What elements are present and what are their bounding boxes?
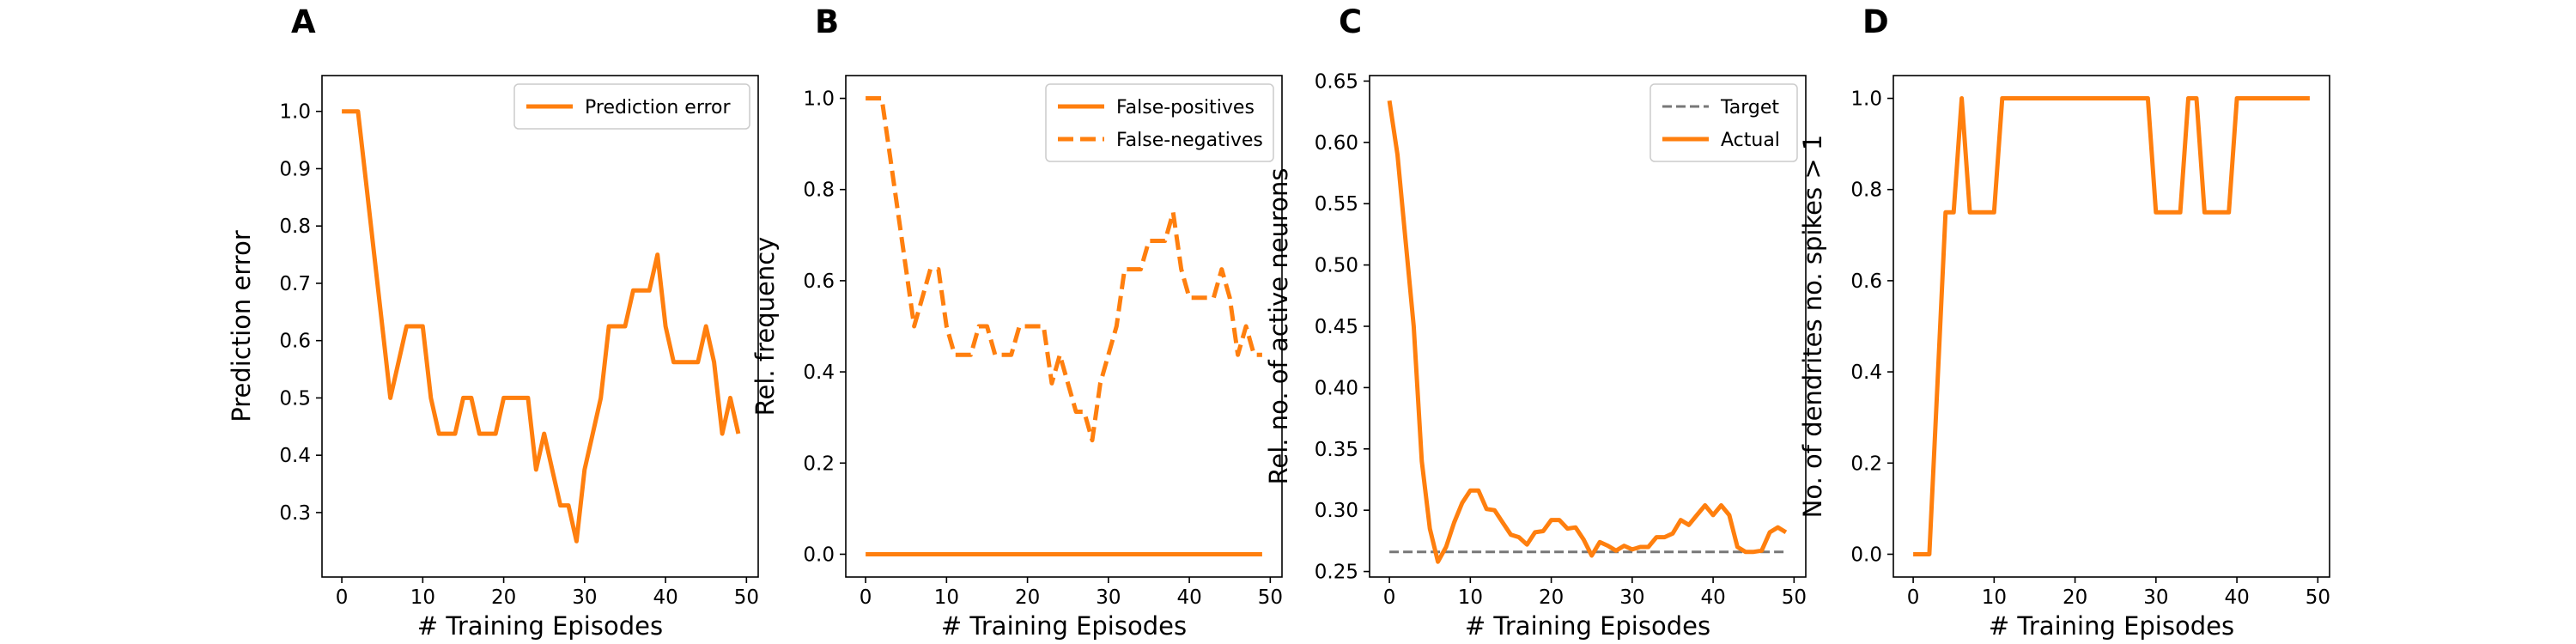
x-axis-label: # Training Episodes: [941, 611, 1187, 641]
x-tick-label: 0: [336, 586, 349, 609]
y-tick-label: 0.25: [1315, 562, 1358, 584]
legend-entry: Target: [1720, 97, 1779, 118]
y-tick-label: 0.8: [803, 179, 835, 202]
x-tick-label: 10: [1982, 586, 2007, 609]
x-axis-label: # Training Episodes: [1465, 611, 1710, 641]
series-line-prediction-error: [342, 109, 741, 544]
legend-entry: Actual: [1721, 130, 1780, 151]
series-line-values: [1913, 96, 2310, 556]
x-tick-label: 20: [1015, 586, 1040, 609]
y-tick-label: 0.45: [1315, 316, 1358, 338]
y-axis-label: Rel. no. of active neurons: [1264, 168, 1293, 485]
x-tick-label: 50: [2306, 586, 2330, 609]
x-tick-label: 30: [1096, 586, 1121, 609]
x-tick-label: 50: [1258, 586, 1283, 609]
y-tick-label: 0.65: [1315, 70, 1358, 93]
y-tick-label: 0.6: [803, 270, 835, 293]
y-tick-label: 0.35: [1315, 439, 1358, 461]
x-tick-label: 20: [1539, 586, 1564, 609]
y-tick-label: 0.40: [1315, 377, 1358, 399]
y-tick-label: 0.0: [803, 544, 835, 566]
panel-a: A 0 10 20 30 40 50 0.3 0.4 0.5 0.6 0.7 0.8 0.9 1.0 # Tr…: [227, 3, 759, 641]
y-axis-label: Prediction error: [227, 230, 256, 422]
series-line-false-negatives: [866, 96, 1262, 443]
x-tick-label: 50: [1782, 586, 1807, 609]
x-tick-label: 40: [1176, 586, 1201, 609]
x-tick-label: 40: [2224, 586, 2249, 609]
x-tick-label: 30: [572, 586, 597, 609]
y-tick-label: 0.6: [279, 331, 311, 353]
y-tick-label: 0.4: [803, 361, 835, 384]
x-tick-label: 10: [934, 586, 959, 609]
panel-letter: D: [1862, 3, 1889, 40]
legend-box: [1649, 83, 1798, 162]
y-tick-label: 0.50: [1315, 255, 1358, 277]
y-tick-label: 0.5: [279, 387, 311, 410]
panel-c: C 0 10 20 30 40 50 0.25 0.30 0.35 0.40 0.45 0.50 0.55…: [1264, 3, 1807, 641]
y-tick-label: 0.55: [1315, 193, 1358, 216]
x-tick-label: 30: [1619, 586, 1644, 609]
y-tick-label: 0.2: [803, 453, 835, 475]
legend: Target Actual: [1649, 83, 1798, 162]
y-axis-label: Rel. frequency: [750, 237, 780, 416]
x-tick-label: 10: [410, 586, 435, 609]
y-tick-label: 0.2: [1850, 453, 1882, 475]
axes-frame: [845, 75, 1283, 578]
y-tick-label: 0.9: [279, 158, 311, 180]
y-tick-label: 0.7: [279, 273, 311, 295]
y-tick-label: 0.0: [1850, 544, 1882, 566]
y-tick-label: 0.3: [279, 502, 311, 525]
legend-entry: Prediction error: [585, 97, 731, 118]
x-tick-label: 50: [734, 586, 759, 609]
x-tick-label: 0: [1383, 586, 1396, 609]
y-tick-label: 0.8: [1850, 179, 1882, 202]
x-tick-label: 30: [2143, 586, 2168, 609]
panel-letter: A: [291, 3, 316, 40]
y-tick-label: 1.0: [279, 101, 311, 124]
x-tick-label: 40: [1700, 586, 1725, 609]
x-tick-label: 40: [653, 586, 677, 609]
legend-box: [513, 83, 750, 130]
x-tick-label: 20: [2063, 586, 2087, 609]
x-axis-label: # Training Episodes: [1989, 611, 2234, 641]
y-axis-label: No. of dendrites no. spikes > 1: [1798, 135, 1827, 519]
y-tick-label: 0.8: [279, 216, 311, 238]
y-tick-label: 0.60: [1315, 132, 1358, 155]
y-tick-label: 0.30: [1315, 500, 1358, 522]
series-line-actual: [1387, 100, 1788, 564]
legend-entry: False-negatives: [1116, 130, 1263, 151]
x-axis-label: # Training Episodes: [417, 611, 663, 641]
legend-entry: False-positives: [1116, 97, 1255, 118]
axes-frame: [1893, 75, 2330, 578]
y-tick-label: 1.0: [1850, 88, 1882, 111]
axes-frame: [321, 75, 759, 578]
legend: False-positives False-negatives: [1045, 83, 1274, 162]
x-tick-label: 0: [1907, 586, 1920, 609]
y-tick-label: 1.0: [803, 88, 835, 111]
x-tick-label: 0: [860, 586, 872, 609]
legend-box: [1045, 83, 1274, 162]
x-tick-label: 10: [1458, 586, 1483, 609]
x-tick-label: 20: [491, 586, 516, 609]
panel-letter: C: [1339, 3, 1362, 40]
y-tick-label: 0.4: [279, 445, 311, 467]
panel-letter: B: [815, 3, 839, 40]
panel-d: D 0 10 20 30 40 50 0.0 0.2 0.4 0.6 0.8 1.0 # Training…: [1798, 3, 2330, 641]
y-tick-label: 0.4: [1850, 361, 1882, 384]
y-tick-label: 0.6: [1850, 270, 1882, 293]
legend: Prediction error: [513, 83, 750, 130]
panel-b: B 0 10 20 30 40 50 0.0 0.2 0.4 0.6 0.8 1.0 # Training…: [750, 3, 1283, 641]
